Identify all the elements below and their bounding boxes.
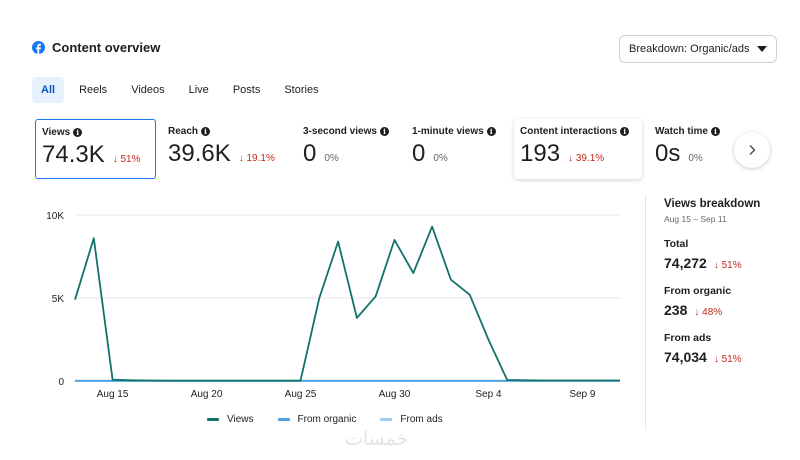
breakdown-change: ↓ 51%: [713, 354, 742, 365]
breakdown-selected-value: Breakdown: Organic/ads: [629, 43, 750, 55]
metric-value: 74.3K: [42, 141, 105, 168]
tab-videos[interactable]: Videos: [131, 84, 165, 96]
info-icon[interactable]: i: [379, 127, 389, 136]
panel-divider: [645, 195, 646, 430]
metric-change: 0%: [688, 153, 703, 164]
chart-legend: Views From organic From ads: [207, 414, 443, 425]
metric-card-3-second-views[interactable]: 3-second views i 0 0%: [297, 119, 405, 179]
x-tick-label: Aug 20: [191, 389, 223, 400]
x-tick-label: Aug 15: [97, 389, 129, 400]
content-type-tabs: All Reels Videos Live Posts Stories: [32, 77, 331, 103]
caret-down-icon: [757, 46, 767, 52]
breakdown-label: From ads: [664, 332, 712, 344]
breakdown-total: Total 74,272 ↓ 51%: [664, 238, 794, 271]
metric-value: 193: [520, 140, 561, 167]
metric-change: ↓ 39.1%: [568, 153, 605, 164]
views-breakdown-panel: Views breakdown Aug 15 – Sep 11 Total 74…: [664, 198, 794, 365]
metric-change: 0%: [433, 153, 448, 164]
breakdown-from-organic: From organic 238 ↓ 48%: [664, 285, 794, 318]
legend-item-from-organic[interactable]: From organic: [277, 414, 357, 425]
breakdown-change: ↓ 51%: [713, 260, 742, 271]
y-tick-label: 5K: [52, 294, 65, 305]
page-title: Content overview: [52, 40, 161, 55]
metric-value: 0: [303, 140, 317, 167]
metric-label: Views: [42, 127, 71, 138]
views-breakdown-date-range: Aug 15 – Sep 11: [664, 214, 727, 224]
tab-stories[interactable]: Stories: [284, 84, 319, 96]
info-icon[interactable]: i: [73, 128, 83, 137]
metric-change: ↓ 19.1%: [238, 153, 275, 164]
tab-live[interactable]: Live: [188, 84, 209, 96]
metric-label: Watch time: [655, 126, 708, 137]
breakdown-label: From organic: [664, 285, 732, 297]
metric-change: 0%: [324, 153, 339, 164]
next-metrics-button[interactable]: [734, 132, 770, 168]
legend-label: From organic: [297, 414, 357, 425]
breakdown-change: ↓ 48%: [694, 307, 723, 318]
metric-card-watch-time[interactable]: Watch time i 0s 0%: [649, 119, 739, 179]
metric-value: 0: [412, 140, 426, 167]
facebook-icon: [32, 41, 45, 54]
legend-item-views[interactable]: Views: [207, 414, 254, 425]
metric-label: Reach: [168, 126, 199, 137]
legend-item-from-ads[interactable]: From ads: [380, 414, 443, 425]
breakdown-value: 238: [664, 302, 688, 318]
series-line-views: [74, 225, 620, 382]
breakdown-value: 74,034: [664, 349, 707, 365]
breakdown-from-ads: From ads 74,034 ↓ 51%: [664, 332, 794, 365]
views-line-chart: 0 5K 10K Aug 15 Aug 20 Aug 25 Aug 30 Sep 4 Sep 9: [30, 200, 630, 410]
tab-posts[interactable]: Posts: [232, 84, 261, 96]
info-icon[interactable]: i: [486, 127, 496, 136]
breakdown-label: Total: [664, 238, 689, 250]
metric-label: 3-second views: [303, 126, 377, 137]
metric-cards: Views i 74.3K ↓ 51% Reach i 39.6K ↓ 19.1% 3-…: [35, 119, 765, 179]
y-tick-label: 0: [58, 377, 64, 388]
metric-card-content-interactions[interactable]: Content interactions i 193 ↓ 39.1%: [514, 119, 642, 179]
x-tick-label: Aug 30: [379, 389, 411, 400]
breakdown-value: 74,272: [664, 255, 707, 271]
chevron-right-icon: [749, 145, 756, 155]
tab-all[interactable]: All: [32, 77, 65, 103]
watermark: خمسات: [345, 428, 409, 450]
metric-card-views[interactable]: Views i 74.3K ↓ 51%: [35, 119, 156, 179]
info-icon[interactable]: i: [620, 127, 630, 136]
x-tick-label: Sep 9: [569, 389, 596, 400]
metric-card-1-minute-views[interactable]: 1-minute views i 0 0%: [406, 119, 514, 179]
metric-card-reach[interactable]: Reach i 39.6K ↓ 19.1%: [162, 119, 292, 179]
metric-value: 39.6K: [168, 140, 231, 167]
legend-swatch: [277, 418, 290, 421]
views-breakdown-title: Views breakdown: [664, 198, 761, 210]
breakdown-dropdown[interactable]: Breakdown: Organic/ads: [619, 35, 777, 63]
metric-value: 0s: [655, 140, 681, 167]
tab-reels[interactable]: Reels: [79, 84, 108, 96]
info-icon[interactable]: i: [201, 127, 211, 136]
metric-change: ↓ 51%: [112, 154, 141, 165]
legend-label: From ads: [400, 414, 443, 425]
x-tick-label: Aug 25: [285, 389, 317, 400]
x-tick-label: Sep 4: [475, 389, 502, 400]
legend-label: Views: [227, 414, 254, 425]
chart-canvas: 0 5K 10K Aug 15 Aug 20 Aug 25 Aug 30 Sep 4 Sep 9: [46, 211, 620, 400]
metric-label: Content interactions: [520, 126, 618, 137]
info-icon[interactable]: i: [710, 127, 720, 136]
legend-swatch: [207, 418, 219, 421]
metric-label: 1-minute views: [412, 126, 484, 137]
y-tick-label: 10K: [46, 211, 64, 222]
legend-swatch: [380, 418, 393, 421]
content-overview-header: Content overview: [32, 40, 160, 55]
